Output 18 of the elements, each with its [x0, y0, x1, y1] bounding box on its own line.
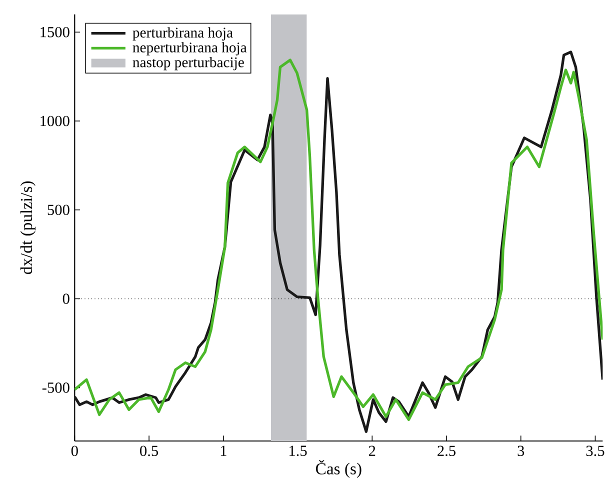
x-tick-label: 0	[71, 446, 78, 456]
x-tick-label: 1	[220, 446, 226, 456]
y-axis-title: dx/dt (pulzi/s)	[20, 181, 36, 274]
x-tick-label: 3.5	[586, 446, 604, 456]
y-tick-label: 1000	[40, 116, 70, 126]
x-tick-label: 2.5	[438, 446, 456, 456]
x-tick-label: 1.5	[290, 446, 307, 456]
band-label: nastop perturbacije	[132, 56, 244, 70]
x-tick-label: 2	[368, 446, 376, 456]
legend-label: perturbirana hoja	[132, 27, 233, 41]
x-tick-label: 3	[518, 446, 524, 456]
x-tick-label: 0.5	[140, 446, 158, 456]
legend-label: neperturbirana hoja	[132, 42, 247, 56]
y-tick-label: 0	[62, 294, 70, 304]
y-tick-label: 1500	[40, 26, 70, 38]
y-tick-label: 500	[48, 204, 70, 216]
x-axis-title: Čas (s)	[316, 460, 362, 478]
y-tick-label: -500	[42, 382, 70, 393]
